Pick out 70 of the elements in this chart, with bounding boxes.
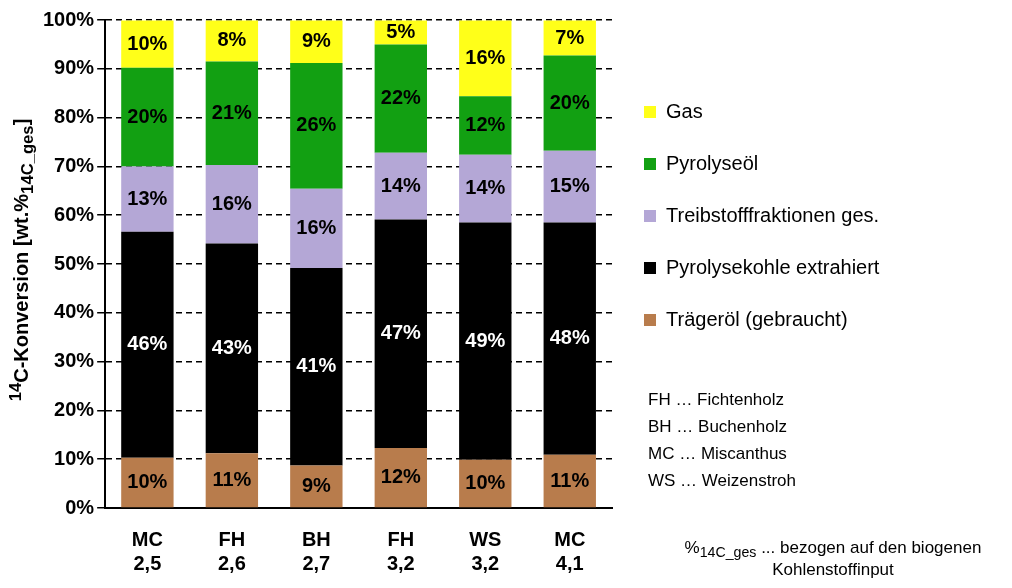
bar <box>459 154 512 223</box>
bar <box>543 55 596 151</box>
data-label: 15% <box>549 174 590 197</box>
bar <box>121 67 174 167</box>
bar <box>205 61 259 165</box>
x-tick-label: MC 4,1 <box>554 527 586 574</box>
data-label: 10% <box>127 470 168 493</box>
data-label: 14% <box>380 173 422 196</box>
bar <box>290 188 343 268</box>
bar <box>290 20 343 63</box>
legend-label: Gas <box>666 99 703 122</box>
data-label: 16% <box>296 215 337 238</box>
data-label: 7% <box>555 25 585 48</box>
data-label: 22% <box>380 86 422 109</box>
data-label: 46% <box>127 332 168 355</box>
data-label: 47% <box>380 321 422 344</box>
y-tick-label: 60% <box>54 202 95 225</box>
x-tick-label: BH 2,7 <box>301 527 331 574</box>
data-label: 20% <box>127 104 168 127</box>
y-tick-label: 0% <box>65 495 95 518</box>
data-label: 10% <box>127 31 168 54</box>
text: FH … Fichtenholz <box>648 390 786 410</box>
data-label: 16% <box>211 191 253 214</box>
text: BH … Buchenholz <box>648 417 788 437</box>
x-tick-label: FH 3,2 <box>386 527 415 574</box>
bar <box>374 152 427 220</box>
legend-label: Trägeröl (gebraucht) <box>666 307 848 330</box>
x-tick-label: FH 2,6 <box>217 527 246 574</box>
y-tick-label: 30% <box>54 349 95 372</box>
text: WS … Weizenstroh <box>648 471 797 491</box>
data-label: 14% <box>465 176 506 199</box>
bar <box>459 20 512 97</box>
legend-label: Pyrolyseöl <box>666 151 759 174</box>
y-tick-label: 20% <box>54 397 95 420</box>
data-label: 11% <box>550 468 590 491</box>
legend-label: Pyrolysekohle extrahiert <box>666 255 880 278</box>
bar <box>543 150 596 223</box>
text: %$_{14C_ges}$ ... bezogen auf den biogenen Kohlenstoffinput <box>683 538 983 581</box>
bar <box>121 166 174 232</box>
data-label: 13% <box>127 186 168 209</box>
data-label: 21% <box>211 100 253 123</box>
data-label: 12% <box>465 112 506 135</box>
bar <box>290 62 343 189</box>
data-label: 8% <box>217 28 247 51</box>
bar <box>205 164 259 244</box>
legend-label: Treibstofffraktionen ges. <box>666 203 880 226</box>
bar <box>374 44 427 153</box>
data-label: 9% <box>301 473 332 496</box>
y-tick-label: 100% <box>43 7 95 30</box>
data-label: 12% <box>380 465 422 488</box>
data-label: 41% <box>296 354 337 377</box>
data-label: 26% <box>296 113 337 136</box>
y-tick-label: 90% <box>54 56 95 79</box>
data-label: 20% <box>549 90 590 113</box>
y-tick-label: 10% <box>54 446 95 469</box>
data-label: 10% <box>465 470 506 493</box>
data-label: 9% <box>301 29 332 52</box>
data-label: 49% <box>465 328 506 351</box>
y-tick-label: 40% <box>54 300 95 323</box>
y-tick-label: 50% <box>54 251 95 274</box>
data-label: 43% <box>211 335 253 358</box>
data-label: 5% <box>386 19 416 42</box>
y-tick-label: 70% <box>54 153 95 176</box>
data-label: 16% <box>465 45 506 68</box>
x-tick-label: MC 2,5 <box>131 527 163 574</box>
y-tick-label: 80% <box>54 105 95 128</box>
data-label: 11% <box>212 467 252 490</box>
x-tick-label: WS 3,2 <box>469 527 502 574</box>
text: MC … Miscanthus <box>648 444 788 464</box>
data-label: 48% <box>549 326 590 349</box>
